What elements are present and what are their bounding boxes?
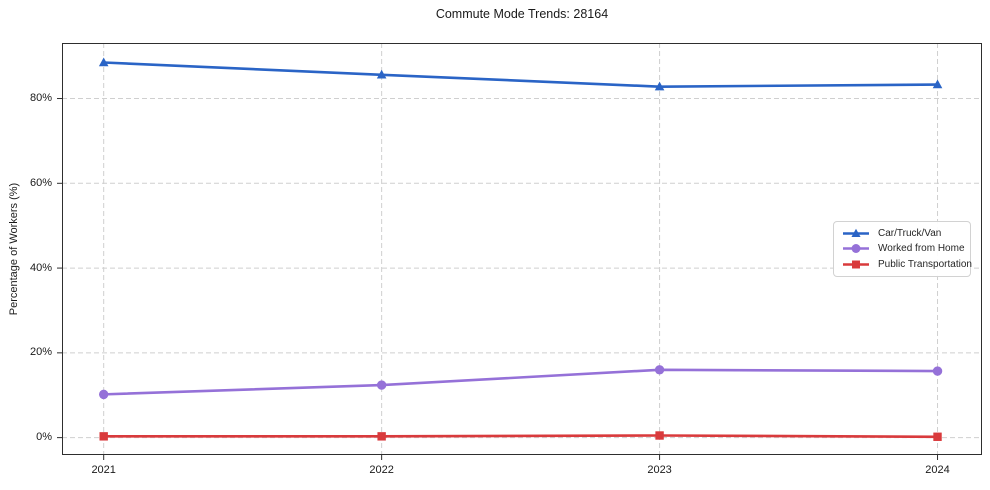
triangle-marker bbox=[376, 69, 387, 79]
legend-marker-square-icon bbox=[843, 260, 869, 269]
legend: Car/Truck/Van Worked from Home Public Tr… bbox=[833, 221, 972, 277]
triangle-marker bbox=[851, 228, 861, 238]
triangle-marker bbox=[654, 81, 665, 91]
square-marker bbox=[99, 432, 108, 441]
legend-marker-triangle-icon bbox=[843, 228, 869, 238]
x-tick-label: 2022 bbox=[369, 464, 394, 476]
plot-border bbox=[62, 43, 982, 455]
series-line-car-truck-van bbox=[103, 61, 938, 88]
chart-title: Commute Mode Trends: 28164 bbox=[435, 7, 609, 21]
legend-label: Public Transportation bbox=[878, 258, 972, 270]
y-tick-label: 40% bbox=[29, 261, 52, 274]
legend-label: Car/Truck/Van bbox=[878, 228, 942, 240]
y-tick-label: 80% bbox=[29, 92, 52, 105]
square-marker bbox=[852, 260, 860, 269]
legend-row-worked-from-home: Worked from Home bbox=[841, 242, 965, 255]
triangle-marker bbox=[932, 79, 943, 89]
y-tick-label: 0% bbox=[36, 431, 52, 444]
triangle-marker bbox=[98, 57, 109, 67]
legend-row-car-truck-van: Car/Truck/Van bbox=[841, 227, 963, 240]
x-tick-label: 2021 bbox=[91, 464, 116, 476]
circle-marker bbox=[654, 365, 665, 375]
circle-marker bbox=[376, 380, 387, 390]
square-marker bbox=[655, 431, 664, 440]
circle-marker bbox=[851, 244, 861, 254]
circle-marker bbox=[932, 366, 943, 376]
plot-area bbox=[57, 43, 982, 460]
legend-marker-circle-icon bbox=[843, 244, 869, 254]
y-tick-label: 20% bbox=[29, 346, 52, 359]
y-tick-label: 60% bbox=[29, 176, 52, 189]
circle-marker bbox=[98, 389, 109, 400]
series-line-worked-from-home bbox=[103, 368, 938, 396]
square-marker bbox=[933, 432, 942, 441]
x-tick-label: 2023 bbox=[647, 464, 672, 476]
y-axis-label: Percentage of Workers (%) bbox=[8, 182, 20, 316]
legend-label: Worked from Home bbox=[878, 243, 965, 255]
square-marker bbox=[377, 432, 386, 441]
series-line-public-transportation bbox=[103, 434, 938, 439]
x-tick-label: 2024 bbox=[925, 464, 950, 476]
legend-row-public-transportation: Public Transportation bbox=[841, 258, 972, 271]
